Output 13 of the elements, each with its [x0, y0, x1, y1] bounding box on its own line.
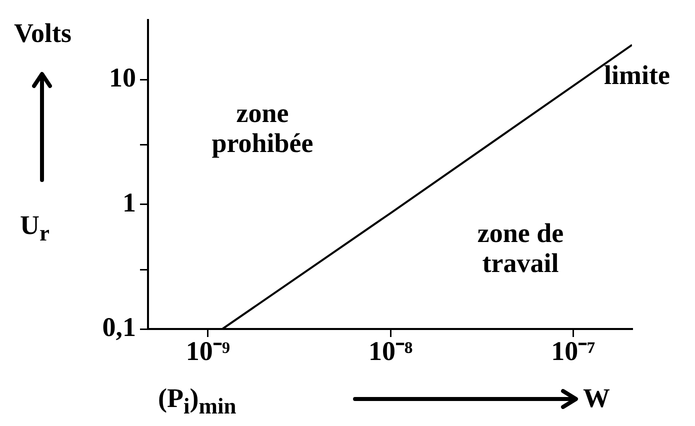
text: U$_{r}$ [20, 210, 50, 248]
annotation: zone prohibée [210, 98, 314, 158]
y-tick-label: 10 [109, 62, 136, 93]
y-tick-label: 0,1 [102, 312, 136, 342]
x-tick-label: 10⁻⁹ [186, 336, 230, 366]
annotation: limite [604, 60, 670, 90]
text: W [583, 383, 610, 413]
x-tick-label: 10⁻⁷ [551, 336, 596, 366]
annotation: zone de travail [476, 218, 565, 278]
y-tick-label: 1 [122, 187, 136, 218]
y-axis-title: Volts [14, 18, 72, 48]
x-axis-title: (P$_{i}$)$_{min}$ [158, 383, 236, 420]
x-tick-label: 10⁻⁸ [368, 336, 413, 366]
